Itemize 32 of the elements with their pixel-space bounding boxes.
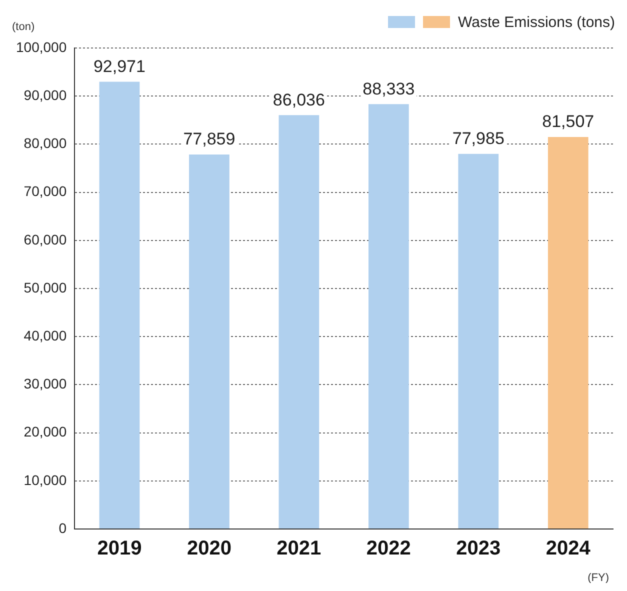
y-tick-label: 90,000 (24, 86, 67, 103)
bar (368, 104, 409, 528)
x-tick-label: 2021 (276, 538, 322, 560)
bar (548, 136, 588, 528)
y-tick-label: 70,000 (24, 183, 67, 200)
bar (189, 154, 230, 528)
data-label: 77,985 (452, 129, 504, 148)
data-label: 77,859 (183, 130, 236, 149)
bar (99, 82, 140, 528)
x-tick-label: 2019 (97, 538, 142, 560)
y-axis-title: (ton) (12, 21, 35, 33)
x-axis-title: (FY) (588, 572, 609, 584)
y-tick-label: 0 (58, 520, 67, 536)
x-tick-label: 2022 (366, 538, 411, 560)
x-tick-label: 2023 (456, 538, 501, 560)
y-tick-label: 10,000 (24, 472, 67, 488)
y-tick-label: 60,000 (24, 231, 67, 248)
y-tick-label: 30,000 (24, 376, 67, 392)
y-tick-label: 100,000 (16, 38, 67, 55)
y-tick-label: 80,000 (24, 135, 67, 152)
data-label: 92,971 (93, 56, 146, 76)
x-tick-label: 2024 (546, 538, 592, 560)
y-tick-label: 50,000 (24, 279, 67, 296)
data-label: 88,333 (362, 79, 415, 98)
data-label: 86,036 (272, 90, 325, 110)
bar (458, 154, 499, 528)
x-tick-label: 2020 (186, 538, 232, 560)
y-tick-label: 40,000 (24, 327, 67, 344)
legend-label: Waste Emissions (tons) (458, 14, 616, 32)
y-tick-label: 20,000 (24, 424, 67, 440)
data-label: 81,507 (542, 112, 594, 132)
bar (278, 115, 320, 528)
